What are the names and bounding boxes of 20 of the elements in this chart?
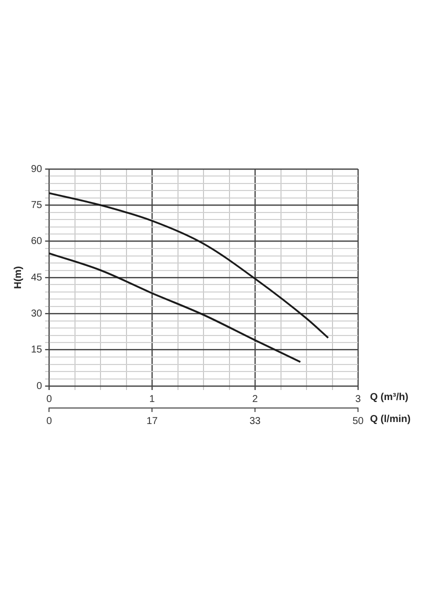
x-axis-title: Q (m³/h) (370, 392, 408, 403)
x2-tick-label: 50 (352, 416, 364, 427)
y-tick-label: 90 (31, 164, 43, 175)
y-tick-label: 0 (36, 380, 43, 392)
y-tick-label: 30 (31, 308, 43, 320)
x-tick-label: 2 (252, 394, 258, 405)
x2-tick-label: 17 (146, 416, 158, 427)
line-series (49, 192, 330, 339)
x-tick-label: 3 (355, 394, 362, 405)
y-tick-label: 45 (31, 272, 43, 284)
x-tick-label: 1 (149, 394, 156, 405)
line-series (49, 252, 302, 363)
x2-tick-label: 0 (46, 416, 52, 427)
y-axis-title: H(m) (12, 266, 24, 289)
x2-tick-label: 33 (249, 416, 262, 427)
x-tick-label: 0 (46, 394, 52, 405)
y-tick-label: 15 (31, 344, 43, 356)
y-tick-label: 60 (31, 236, 43, 248)
y-tick-label: 75 (31, 200, 43, 211)
x2-axis-title: Q (l/min) (370, 414, 411, 425)
